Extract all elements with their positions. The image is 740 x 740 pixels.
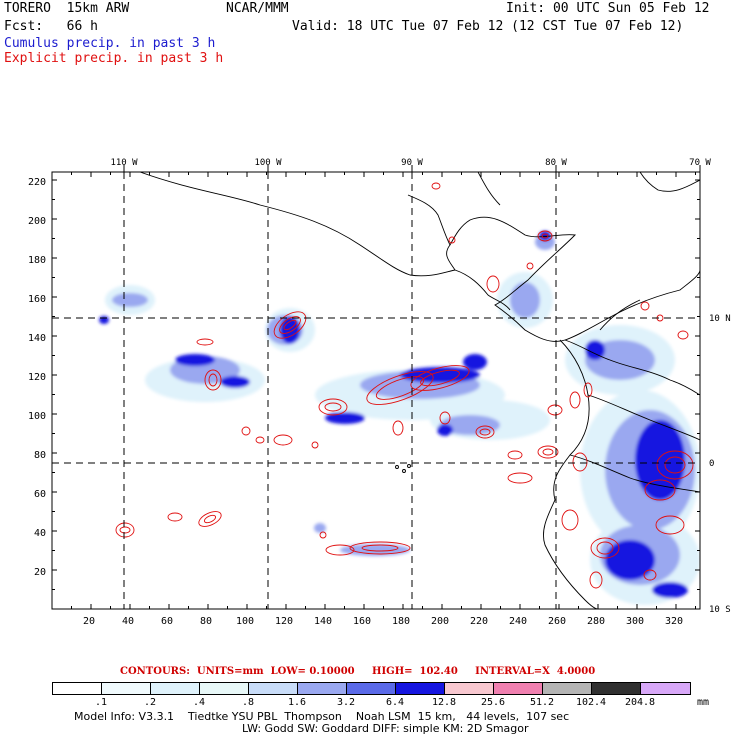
legend-label-3: .8 (241, 697, 255, 708)
y-tick-120: 120 (28, 372, 46, 383)
x-tick-280: 280 (587, 616, 605, 627)
lon-label-110w: 110 W (110, 158, 138, 168)
valid-time: Valid: 18 UTC Tue 07 Feb 12 (12 CST Tue … (292, 19, 684, 34)
x-tick-260: 260 (548, 616, 566, 627)
model-info: Model Info: V3.3.1 Tiedtke YSU PBL Thomp… (74, 710, 570, 723)
legend-swatch-4 (249, 683, 298, 694)
y-tick-40: 40 (34, 528, 46, 539)
y-tick-60: 60 (34, 489, 46, 500)
x-tick-40: 40 (122, 616, 134, 627)
x-tick-100: 100 (236, 616, 254, 627)
x-tick-120: 120 (275, 616, 293, 627)
legend-swatch-1 (102, 683, 151, 694)
x-tick-140: 140 (314, 616, 332, 627)
legend-swatch-10 (543, 683, 592, 694)
legend-swatch-12 (641, 683, 690, 694)
lat-label-10s: 10 S (709, 605, 731, 615)
lat-label-10n: 10 N (709, 314, 731, 324)
lat-lon-grid (52, 172, 700, 609)
x-tick-240: 240 (509, 616, 527, 627)
y-tick-180: 180 (28, 255, 46, 266)
legend-label-10: 102.4 (575, 697, 607, 708)
lon-label-90w: 90 W (401, 158, 423, 168)
legend-label-9: 51.2 (529, 697, 555, 708)
legend-label-4: 1.6 (287, 697, 307, 708)
legend-swatch-7 (396, 683, 445, 694)
lat-label-0: 0 (709, 459, 714, 469)
x-tick-160: 160 (353, 616, 371, 627)
lon-label-100w: 100 W (254, 158, 282, 168)
legend-label-11: 204.8 (624, 697, 656, 708)
y-tick-20: 20 (34, 567, 46, 578)
legend-unit: mm (697, 697, 710, 708)
legend-swatch-0 (53, 683, 102, 694)
color-scale-bar (52, 682, 691, 695)
axis-tick-marks (51, 172, 700, 610)
coastlines (139, 172, 700, 609)
lon-label-70w: 70 W (689, 158, 711, 168)
legend-label-6: 6.4 (385, 697, 405, 708)
x-tick-320: 320 (665, 616, 683, 627)
legend-label-1: .2 (143, 697, 157, 708)
y-tick-80: 80 (34, 450, 46, 461)
legend-label-0: .1 (94, 697, 108, 708)
explicit-precip-contours (115, 182, 694, 589)
x-tick-80: 80 (200, 616, 212, 627)
cumulus-precip-field (99, 231, 700, 605)
x-tick-180: 180 (392, 616, 410, 627)
init-time: Init: 00 UTC Sun 05 Feb 12 (506, 1, 710, 16)
explicit-legend: Explicit precip. in past 3 h (4, 51, 224, 66)
color-scale-labels: .1 .2 .4 .8 1.6 3.2 6.4 12.8 25.6 51.2 102.4 204.8 (52, 697, 712, 708)
forecast-hour: Fcst: 66 h (4, 19, 98, 34)
y-tick-140: 140 (28, 333, 46, 344)
legend-swatch-9 (494, 683, 543, 694)
legend-swatch-5 (298, 683, 347, 694)
x-tick-60: 60 (161, 616, 173, 627)
y-tick-200: 200 (28, 216, 46, 227)
legend-swatch-8 (445, 683, 494, 694)
x-tick-20: 20 (83, 616, 95, 627)
x-tick-300: 300 (626, 616, 644, 627)
legend-swatch-6 (347, 683, 396, 694)
y-tick-220: 220 (28, 177, 46, 188)
x-tick-200: 200 (431, 616, 449, 627)
legend-swatch-11 (592, 683, 641, 694)
y-tick-100: 100 (28, 411, 46, 422)
legend-label-2: .4 (192, 697, 206, 708)
contour-info: CONTOURS: UNITS=mm LOW= 0.10000 HIGH= 10… (120, 666, 596, 677)
legend-swatch-2 (151, 683, 200, 694)
lon-label-80w: 80 W (545, 158, 567, 168)
y-tick-160: 160 (28, 294, 46, 305)
cumulus-legend: Cumulus precip. in past 3 h (4, 36, 216, 51)
organization: NCAR/MMM (226, 1, 289, 16)
map-area (52, 172, 700, 609)
physics-info: LW: Godd SW: Goddard DIFF: simple KM: 2D… (242, 722, 529, 735)
legend-label-8: 25.6 (480, 697, 506, 708)
x-tick-220: 220 (470, 616, 488, 627)
map-frame (51, 171, 701, 610)
legend-swatch-3 (200, 683, 249, 694)
model-name: TORERO 15km ARW (4, 1, 130, 16)
legend-label-5: 3.2 (336, 697, 356, 708)
legend-label-7: 12.8 (431, 697, 457, 708)
